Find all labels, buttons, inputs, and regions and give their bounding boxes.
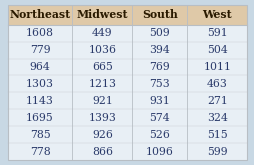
Text: 778: 778 [29, 147, 50, 157]
Text: 394: 394 [149, 45, 170, 55]
Bar [8, 5, 246, 25]
Text: 463: 463 [206, 79, 227, 89]
Text: 1608: 1608 [26, 28, 54, 38]
Text: 1036: 1036 [88, 45, 116, 55]
Text: 779: 779 [29, 45, 50, 55]
Text: 1011: 1011 [203, 62, 230, 72]
Text: 866: 866 [91, 147, 112, 157]
Text: 931: 931 [149, 96, 170, 106]
Text: 324: 324 [206, 113, 227, 123]
Text: 515: 515 [206, 130, 227, 140]
Text: 1096: 1096 [145, 147, 173, 157]
Text: 591: 591 [206, 28, 227, 38]
Text: 509: 509 [149, 28, 170, 38]
Text: 1303: 1303 [26, 79, 54, 89]
Text: 753: 753 [149, 79, 170, 89]
Text: South: South [141, 9, 177, 20]
Text: West: West [202, 9, 231, 20]
Text: 1213: 1213 [88, 79, 116, 89]
Text: Midwest: Midwest [76, 9, 128, 20]
Text: 964: 964 [29, 62, 50, 72]
Text: 1393: 1393 [88, 113, 116, 123]
Text: 526: 526 [149, 130, 170, 140]
Text: 1695: 1695 [26, 113, 54, 123]
Text: 665: 665 [91, 62, 112, 72]
Text: 449: 449 [92, 28, 112, 38]
Text: 921: 921 [91, 96, 112, 106]
Text: 574: 574 [149, 113, 169, 123]
Text: 769: 769 [149, 62, 170, 72]
Text: 599: 599 [206, 147, 227, 157]
Text: 785: 785 [29, 130, 50, 140]
Text: 926: 926 [91, 130, 112, 140]
Text: 271: 271 [206, 96, 227, 106]
Text: 1143: 1143 [26, 96, 54, 106]
Text: Northeast: Northeast [9, 9, 70, 20]
Text: 504: 504 [206, 45, 227, 55]
